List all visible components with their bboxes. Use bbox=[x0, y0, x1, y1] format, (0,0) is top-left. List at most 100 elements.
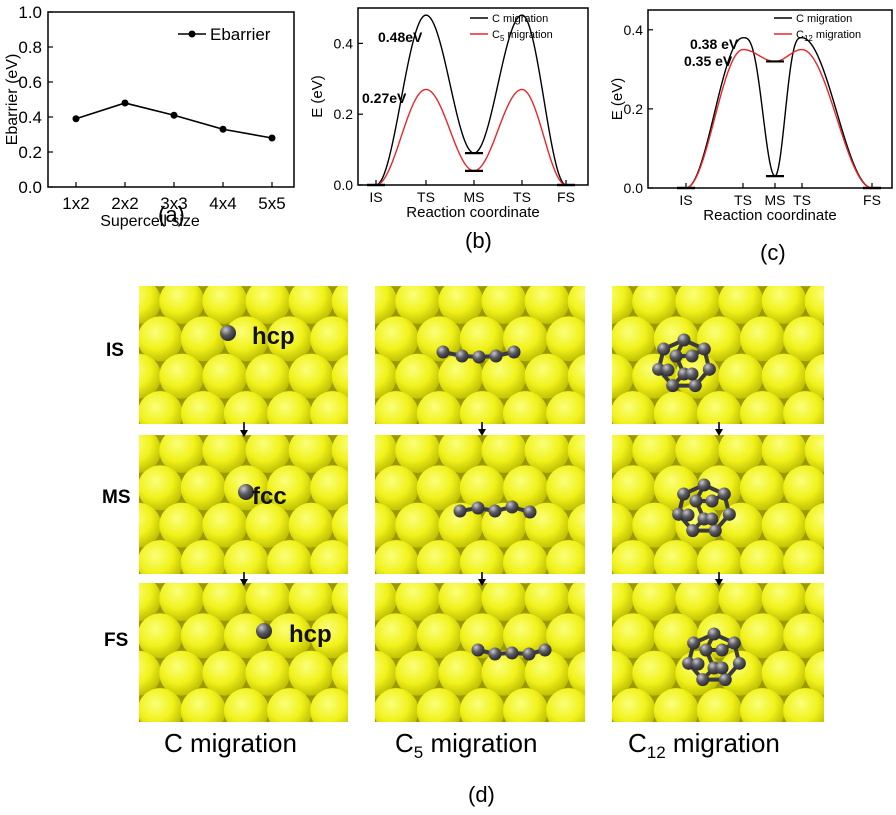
plot-frame-a bbox=[47, 11, 295, 188]
carbon-atom bbox=[488, 647, 502, 661]
surface-atom bbox=[202, 650, 248, 696]
surface-atom bbox=[416, 613, 462, 659]
legend-label-b-1: C5 migration bbox=[492, 29, 553, 43]
surface-atom bbox=[223, 391, 269, 424]
carbon-atom bbox=[472, 350, 486, 364]
surface-atom bbox=[245, 353, 291, 399]
x-tick-label-c: MS bbox=[765, 192, 786, 208]
surface-atom bbox=[546, 465, 585, 511]
carbon-atom bbox=[702, 362, 716, 376]
surface-atom bbox=[198, 286, 208, 287]
annotation-b: 0.48eV bbox=[378, 29, 423, 45]
surface-atom bbox=[612, 286, 634, 324]
carbon-atom bbox=[471, 501, 485, 515]
annotation-c: 0.38 eV bbox=[690, 36, 739, 52]
carbon-atom bbox=[705, 512, 719, 526]
surface-atom bbox=[804, 583, 824, 621]
surface-atom bbox=[139, 706, 140, 715]
surface-atom bbox=[546, 316, 585, 362]
surface-atom bbox=[612, 316, 656, 362]
surface-atom bbox=[546, 540, 585, 574]
carbon-atom bbox=[688, 379, 702, 393]
surface-atom bbox=[223, 613, 269, 659]
surface-atom bbox=[718, 650, 764, 696]
carbon-atom bbox=[523, 505, 537, 519]
surface-atom bbox=[740, 465, 785, 511]
surface-atom bbox=[801, 583, 810, 584]
carbon-atom bbox=[696, 673, 710, 687]
surface-atom bbox=[285, 435, 294, 436]
surface-atom bbox=[310, 540, 348, 574]
surface-atom bbox=[564, 435, 573, 436]
slab-tile bbox=[612, 286, 824, 424]
carbon-atom bbox=[722, 507, 736, 521]
surface-atom bbox=[139, 688, 183, 722]
slab-tile bbox=[139, 286, 348, 424]
y-tick-label-c: 0.4 bbox=[624, 22, 644, 38]
surface-atom bbox=[180, 391, 226, 424]
y-tick-label-b: 0.4 bbox=[334, 35, 354, 51]
surface-atom bbox=[331, 354, 348, 398]
carbon-atom bbox=[682, 656, 696, 670]
chart-c: 0.0 0.2 0.4 IS TS MS TS FS Reaction coordinate E … bbox=[609, 9, 893, 224]
carbon-atom bbox=[715, 661, 729, 675]
surface-atom bbox=[567, 435, 585, 473]
carbon-atom bbox=[686, 524, 700, 538]
surface-atom bbox=[285, 286, 294, 287]
surface-atom bbox=[395, 435, 441, 473]
slab-tile bbox=[331, 242, 585, 424]
surface-atom bbox=[612, 688, 656, 722]
surface-atom bbox=[564, 286, 573, 287]
surface-atom bbox=[524, 286, 570, 324]
surface-atom bbox=[375, 613, 419, 659]
surface-atom bbox=[567, 286, 585, 324]
surface-atom bbox=[612, 465, 656, 511]
surface-atom bbox=[310, 465, 348, 511]
surface-atom bbox=[288, 353, 334, 399]
surface-atom bbox=[521, 286, 530, 287]
x-tick-label-a: 5x5 bbox=[258, 194, 285, 213]
surface-atom bbox=[671, 583, 681, 584]
x-axis-label-a: Supercell size bbox=[100, 213, 200, 230]
carbon-atom bbox=[727, 636, 741, 650]
surface-atom bbox=[375, 465, 419, 511]
y-tick-label-a: 0.0 bbox=[18, 178, 42, 197]
surface-atom bbox=[524, 435, 570, 473]
surface-atom bbox=[180, 688, 226, 722]
carbon-atom bbox=[436, 345, 450, 359]
surface-atom bbox=[740, 316, 785, 362]
surface-atom bbox=[477, 286, 487, 287]
surface-atom bbox=[653, 613, 699, 659]
column-caption-c5-rest: migration bbox=[423, 728, 538, 758]
y-tick-label-c: 0.2 bbox=[624, 101, 644, 117]
surface-atom bbox=[740, 613, 785, 659]
surface-atom bbox=[288, 286, 334, 324]
carbon-atom bbox=[505, 500, 519, 514]
x-tick-label-a: 1x2 bbox=[62, 194, 89, 213]
surface-atom bbox=[804, 650, 824, 696]
column-caption-c12-rest: migration bbox=[665, 728, 780, 758]
surface-atom bbox=[395, 353, 441, 399]
y-tick-label-b: 0.2 bbox=[334, 106, 354, 122]
surface-atom bbox=[202, 502, 248, 548]
surface-atom bbox=[159, 435, 205, 473]
y-axis-label-a: Ebarrier (eV) bbox=[4, 54, 21, 146]
x-tick-label-a: 3x3 bbox=[160, 194, 187, 213]
surface-atom bbox=[567, 354, 585, 399]
carbon-atom bbox=[238, 484, 254, 500]
surface-atom bbox=[267, 316, 312, 362]
surface-atom bbox=[267, 613, 312, 659]
surface-atom bbox=[331, 242, 376, 287]
surface-atom bbox=[202, 353, 248, 399]
surface-atom bbox=[434, 583, 444, 584]
surface-atom bbox=[416, 688, 462, 722]
surface-atom bbox=[202, 583, 248, 621]
surface-atom bbox=[612, 583, 634, 621]
surface-atom bbox=[761, 286, 807, 324]
surface-atom bbox=[375, 650, 397, 696]
surface-atom bbox=[245, 583, 291, 621]
surface-atom bbox=[391, 286, 401, 287]
surface-atom bbox=[758, 286, 767, 287]
site-label-is: hcp bbox=[252, 323, 295, 350]
surface-atom bbox=[139, 558, 140, 567]
